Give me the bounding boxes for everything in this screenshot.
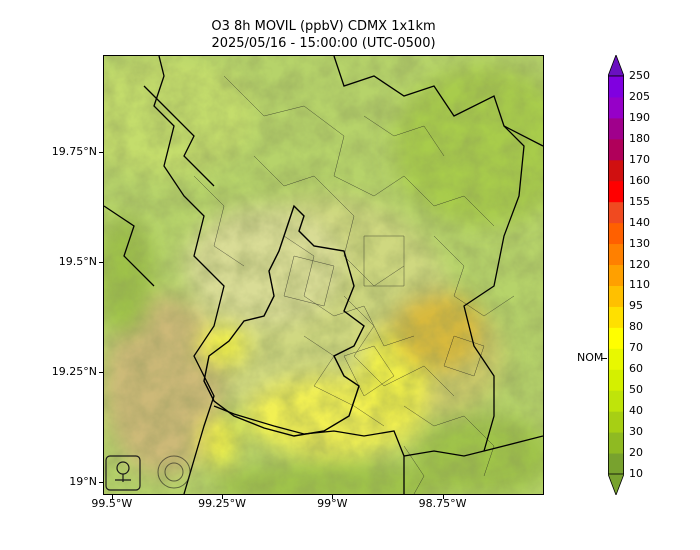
lon-tick-label: 98.75°W	[418, 497, 467, 510]
cdmx-boundary	[203, 204, 365, 437]
colorbar-label: 10	[629, 467, 643, 480]
colorbar-band	[608, 390, 624, 412]
ozone-map[interactable]	[103, 55, 544, 495]
colorbar-band	[608, 264, 624, 286]
colorbar-band	[608, 243, 624, 266]
logo-ciudad-de-mexico	[157, 455, 191, 489]
lat-tick-label: 19°N	[69, 474, 97, 488]
colorbar-label: 70	[629, 341, 643, 355]
lon-tick-mark	[222, 495, 224, 499]
colorbar-band	[608, 432, 624, 454]
lon-tick-mark	[111, 495, 113, 499]
colorbar-band	[608, 201, 624, 224]
nom-tick	[601, 358, 607, 359]
colorbar-label: 180	[629, 131, 650, 145]
colorbar-label: 190	[629, 110, 650, 124]
lat-tick-label: 19.75°N	[51, 144, 97, 158]
colorbar-band	[608, 411, 624, 433]
colorbar-label: 80	[629, 320, 643, 334]
terrain-shading	[104, 56, 543, 494]
colorbar-label: 250	[629, 69, 650, 82]
colorbar-min-extend	[608, 473, 624, 495]
colorbar	[608, 55, 624, 495]
colorbar-label: 120	[629, 257, 650, 271]
logo-sedema	[105, 455, 141, 491]
lat-tick-label: 19.5°N	[58, 254, 97, 268]
colorbar-band	[608, 327, 624, 349]
lon-tick-mark	[442, 495, 444, 499]
colorbar-band	[608, 222, 624, 245]
lat-tick-mark	[99, 261, 103, 263]
map-title-line1: O3 8h MOVIL (ppbV) CDMX 1x1km	[211, 19, 436, 34]
colorbar-frame	[608, 75, 624, 475]
colorbar-label: 95	[629, 299, 643, 313]
colorbar-band	[608, 306, 624, 328]
colorbar-label: 20	[629, 446, 643, 460]
colorbar-band	[608, 159, 624, 182]
colorbar-band	[608, 180, 624, 203]
lon-tick-label: 99°W	[317, 497, 348, 510]
colorbar-label: 40	[629, 404, 643, 418]
map-canvas	[104, 56, 543, 494]
colorbar-band	[608, 369, 624, 391]
colorbar-label: 140	[629, 215, 650, 229]
map-title-line2: 2025/05/16 - 15:00:00 (UTC-0500)	[211, 36, 436, 51]
lat-tick-mark	[99, 371, 103, 373]
colorbar-label: 30	[629, 425, 643, 439]
lon-tick-label: 99.5°W	[91, 497, 133, 510]
colorbar-band	[608, 117, 624, 140]
colorbar-label: 205	[629, 89, 650, 103]
colorbar-max-extend	[608, 55, 624, 77]
colorbar-band	[608, 285, 624, 307]
colorbar-label: 60	[629, 362, 643, 376]
lat-tick-label: 19.25°N	[51, 364, 97, 378]
colorbar-band	[608, 138, 624, 161]
lon-tick-label: 99.25°W	[198, 497, 246, 510]
colorbar-label: 110	[629, 278, 650, 292]
nom-label: NOM	[577, 351, 604, 364]
colorbar-label: 50	[629, 383, 643, 397]
state-boundaries	[104, 56, 543, 494]
lat-tick-mark	[99, 481, 103, 483]
municipal-boundaries	[193, 75, 515, 494]
colorbar-band	[608, 76, 624, 98]
colorbar-label: 155	[629, 194, 650, 208]
lon-tick-mark	[332, 495, 334, 499]
colorbar-band	[608, 453, 624, 475]
colorbar-label: 130	[629, 236, 650, 250]
colorbar-band	[608, 348, 624, 370]
lat-tick-mark	[99, 151, 103, 153]
colorbar-label: 160	[629, 173, 650, 187]
colorbar-label: 170	[629, 152, 650, 166]
colorbar-band	[608, 96, 624, 119]
